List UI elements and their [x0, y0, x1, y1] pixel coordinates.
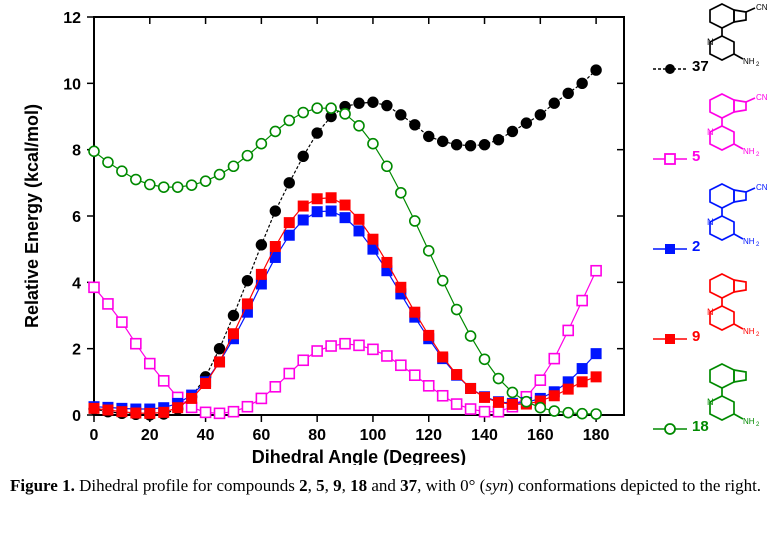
svg-text:CN: CN	[756, 183, 768, 192]
caption-syn: syn	[485, 476, 508, 495]
svg-text:4: 4	[72, 275, 81, 292]
svg-text:Relative Energy (kcal/mol): Relative Energy (kcal/mol)	[22, 104, 42, 328]
caption-sep: ,	[342, 476, 351, 495]
caption-compound-2: 2	[299, 476, 308, 495]
svg-text:N: N	[707, 127, 714, 137]
caption-sep: ,	[308, 476, 317, 495]
svg-text:N: N	[707, 307, 714, 317]
caption-and: and	[367, 476, 400, 495]
legend-item-2: 2CN N NH2	[650, 180, 775, 266]
legend-marker-icon	[652, 422, 688, 436]
svg-text:2: 2	[756, 62, 760, 68]
svg-text:N: N	[707, 217, 714, 227]
figure-wrap: 0 20 40 60 80 100 120 140 160 180 0 2 4 6 8 10 12 Dihedra…	[0, 0, 779, 547]
svg-text:8: 8	[72, 143, 81, 160]
svg-text:NH: NH	[743, 57, 755, 66]
svg-text:Dihedral Angle (Degrees): Dihedral Angle (Degrees)	[252, 447, 466, 465]
svg-text:NH: NH	[743, 147, 755, 156]
svg-text:NH: NH	[743, 417, 755, 426]
svg-text:40: 40	[197, 427, 215, 444]
molecule-icon: CN N NH2	[688, 90, 774, 160]
svg-text:2: 2	[72, 342, 81, 359]
caption-sep: ,	[325, 476, 334, 495]
molecule-icon: N NH2	[688, 270, 774, 340]
legend-marker-icon	[652, 62, 688, 76]
svg-text:12: 12	[63, 10, 81, 27]
svg-text:160: 160	[527, 427, 554, 444]
svg-text:NH: NH	[743, 237, 755, 246]
legend-area: 37CNNNH25CNNNH22CNNNH29NNH218NNH2	[650, 0, 775, 460]
chart-area: 0 20 40 60 80 100 120 140 160 180 0 2 4 6 8 10 12 Dihedra…	[10, 5, 650, 465]
caption-text: , with 0° (	[417, 476, 485, 495]
svg-text:2: 2	[756, 332, 760, 338]
figure-caption: Figure 1. Dihedral profile for compounds…	[10, 475, 770, 498]
svg-text:0: 0	[90, 427, 99, 444]
svg-text:140: 140	[471, 427, 498, 444]
caption-compound-5: 5	[316, 476, 325, 495]
svg-text:NH: NH	[743, 327, 755, 336]
legend-marker-icon	[652, 152, 688, 166]
legend-marker-icon	[652, 332, 688, 346]
svg-text:10: 10	[63, 76, 81, 93]
caption-compound-37: 37	[400, 476, 417, 495]
svg-text:60: 60	[252, 427, 270, 444]
svg-text:CN: CN	[756, 93, 768, 102]
svg-text:20: 20	[141, 427, 159, 444]
svg-text:2: 2	[756, 422, 760, 428]
svg-text:0: 0	[72, 408, 81, 425]
caption-prefix: Figure 1.	[10, 476, 75, 495]
molecule-icon: CN N NH2	[688, 180, 774, 250]
molecule-icon: N NH2	[688, 360, 774, 430]
svg-text:2: 2	[756, 152, 760, 158]
svg-text:80: 80	[308, 427, 326, 444]
dihedral-chart: 0 20 40 60 80 100 120 140 160 180 0 2 4 6 8 10 12 Dihedra…	[10, 5, 650, 465]
legend-item-9: 9NNH2	[650, 270, 775, 356]
svg-text:120: 120	[415, 427, 442, 444]
molecule-icon: CN N NH2	[688, 0, 774, 70]
svg-text:CN: CN	[756, 3, 768, 12]
caption-compound-18: 18	[350, 476, 367, 495]
svg-text:N: N	[707, 397, 714, 407]
legend-item-5: 5CNNNH2	[650, 90, 775, 176]
svg-text:N: N	[707, 37, 714, 47]
caption-text: Dihedral profile for compounds	[75, 476, 299, 495]
svg-text:6: 6	[72, 209, 81, 226]
legend-marker-icon	[652, 242, 688, 256]
caption-text: ) conformations depicted to the right.	[508, 476, 761, 495]
svg-text:2: 2	[756, 242, 760, 248]
svg-text:180: 180	[583, 427, 610, 444]
svg-text:100: 100	[360, 427, 387, 444]
legend-item-18: 18NNH2	[650, 360, 775, 446]
caption-compound-9: 9	[333, 476, 342, 495]
legend-item-37: 37CNNNH2	[650, 0, 775, 86]
